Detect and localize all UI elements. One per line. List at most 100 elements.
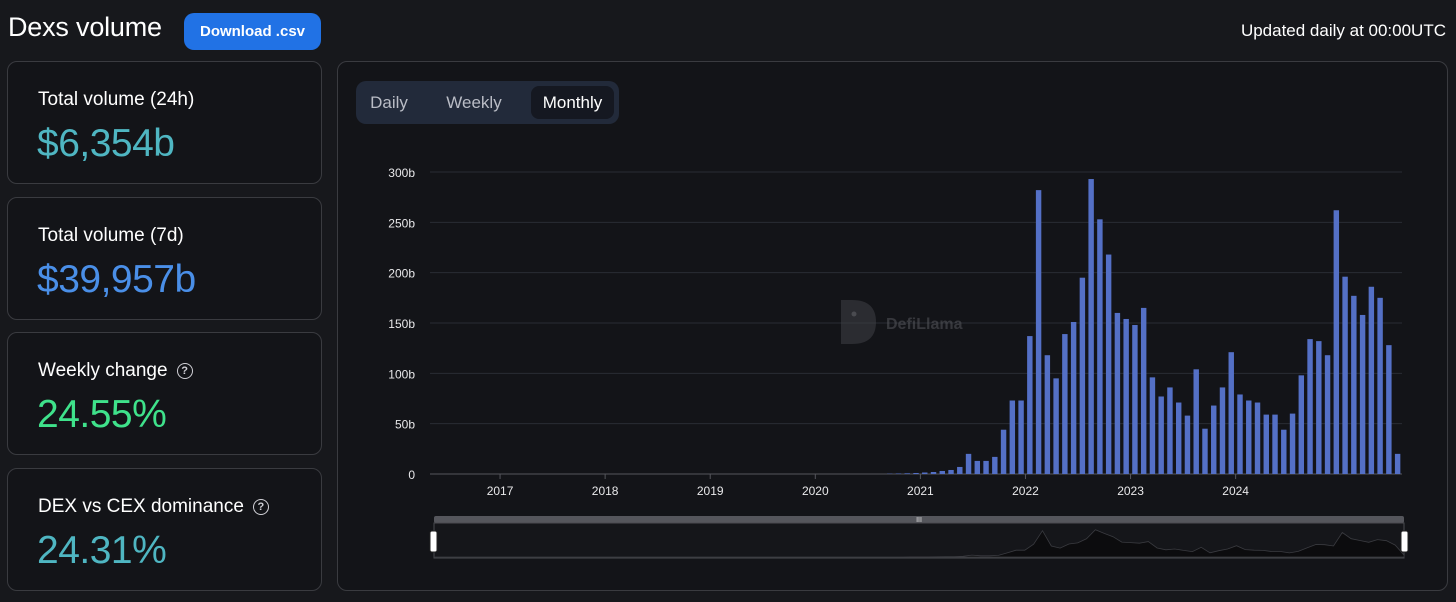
bar[interactable] xyxy=(1307,339,1313,474)
bar[interactable] xyxy=(1377,297,1383,474)
bar[interactable] xyxy=(939,470,945,474)
bar[interactable] xyxy=(965,453,972,474)
bar[interactable] xyxy=(922,472,928,474)
bar[interactable] xyxy=(1009,400,1016,474)
x-tick-label: 2021 xyxy=(907,484,934,498)
bar[interactable] xyxy=(1246,400,1252,474)
llama-logo-eye xyxy=(851,311,857,317)
bar[interactable] xyxy=(1316,341,1322,474)
bar[interactable] xyxy=(1088,179,1094,475)
bar[interactable] xyxy=(1027,336,1033,474)
y-tick-label: 0 xyxy=(408,468,415,482)
bar[interactable] xyxy=(1175,402,1182,474)
stat-value: $6,354b xyxy=(37,122,175,165)
bar[interactable] xyxy=(1281,429,1287,474)
stat-label: Total volume (7d) xyxy=(38,225,184,246)
zoom-handle-left[interactable] xyxy=(429,530,438,553)
bar[interactable] xyxy=(1394,453,1401,474)
bar[interactable] xyxy=(1263,414,1269,474)
zoom-slider[interactable]: III xyxy=(429,516,1409,559)
stat-value: 24.31% xyxy=(37,529,167,572)
bar[interactable] xyxy=(1062,334,1068,474)
y-tick-label: 150b xyxy=(388,317,415,331)
bar[interactable] xyxy=(974,460,981,474)
bar[interactable] xyxy=(1097,219,1103,474)
help-icon[interactable]: ? xyxy=(252,499,269,515)
zoom-slider-bar[interactable] xyxy=(434,516,1404,523)
x-tick-label: 2018 xyxy=(592,484,619,498)
bar[interactable] xyxy=(1324,355,1331,474)
bar[interactable] xyxy=(992,456,998,474)
x-tick-label: 2017 xyxy=(487,484,514,498)
tab-monthly[interactable]: Monthly xyxy=(531,86,614,119)
x-axis-labels: 2017 2018 2019 2020 2021 2022 2023 2024 xyxy=(487,474,1249,498)
bar[interactable] xyxy=(1342,276,1348,474)
bar[interactable] xyxy=(1123,318,1129,474)
tab-weekly[interactable]: Weekly xyxy=(446,93,502,112)
y-tick-label: 300b xyxy=(388,166,415,180)
stat-card-volume-24h: Total volume (24h) $6,354b xyxy=(7,61,322,184)
zoom-grip-icon[interactable]: III xyxy=(916,517,922,524)
bar[interactable] xyxy=(1140,307,1147,474)
bar[interactable] xyxy=(1386,345,1392,474)
bar[interactable] xyxy=(1184,415,1191,474)
y-axis-labels: 0 50b 100b 150b 200b 250b 300b xyxy=(388,166,415,482)
tab-daily[interactable]: Daily xyxy=(370,93,408,112)
bar[interactable] xyxy=(1158,396,1164,474)
bar[interactable] xyxy=(1254,402,1261,474)
bar[interactable] xyxy=(1018,400,1024,474)
bar[interactable] xyxy=(1333,210,1340,474)
x-tick-label: 2023 xyxy=(1117,484,1144,498)
bar[interactable] xyxy=(1079,277,1086,474)
stat-label: Total volume (24h) xyxy=(38,89,195,110)
bar[interactable] xyxy=(1167,387,1173,474)
bar[interactable] xyxy=(930,471,937,474)
bar[interactable] xyxy=(1368,286,1375,474)
stat-value: 24.55% xyxy=(37,393,167,436)
bar[interactable] xyxy=(1193,369,1199,474)
bar[interactable] xyxy=(1105,254,1112,474)
bar[interactable] xyxy=(1044,355,1051,474)
y-tick-label: 250b xyxy=(388,216,415,230)
bar[interactable] xyxy=(1351,295,1357,474)
bar[interactable] xyxy=(1132,325,1138,474)
llama-logo-icon xyxy=(841,300,876,344)
stat-card-weekly-change: Weekly change? 24.55% xyxy=(7,332,322,455)
bar[interactable] xyxy=(1289,413,1296,474)
bar[interactable] xyxy=(1359,314,1366,474)
bar[interactable] xyxy=(904,473,910,474)
bar[interactable] xyxy=(1114,312,1121,474)
bar[interactable] xyxy=(1237,394,1243,474)
stat-card-volume-7d: Total volume (7d) $39,957b xyxy=(7,197,322,320)
watermark-text: DefiLlama xyxy=(886,316,963,333)
x-tick-label: 2022 xyxy=(1012,484,1039,498)
bar[interactable] xyxy=(1211,405,1217,474)
bar[interactable] xyxy=(1219,387,1226,474)
download-csv-button[interactable]: Download .csv xyxy=(184,13,321,50)
stat-label: DEX vs CEX dominance? xyxy=(38,496,269,518)
bar[interactable] xyxy=(1272,414,1278,474)
bar[interactable] xyxy=(957,466,963,474)
bar[interactable] xyxy=(1228,352,1234,474)
bar[interactable] xyxy=(1070,321,1077,474)
help-icon[interactable]: ? xyxy=(176,363,193,379)
update-schedule-note: Updated daily at 00:00UTC xyxy=(1240,21,1446,40)
bar[interactable] xyxy=(1149,377,1156,474)
x-tick-label: 2019 xyxy=(697,484,724,498)
chart-bars xyxy=(887,179,1401,475)
zoom-handle-right[interactable] xyxy=(1400,530,1409,553)
bar[interactable] xyxy=(1298,375,1305,474)
x-tick-label: 2024 xyxy=(1222,484,1249,498)
stat-value: $39,957b xyxy=(37,258,196,301)
bar[interactable] xyxy=(1000,429,1007,474)
bar[interactable] xyxy=(895,473,902,475)
defillama-watermark: DefiLlama xyxy=(841,300,963,344)
bar[interactable] xyxy=(1053,378,1059,474)
y-tick-label: 200b xyxy=(388,267,415,281)
bar[interactable] xyxy=(948,469,954,474)
bar[interactable] xyxy=(1202,428,1208,474)
bar[interactable] xyxy=(913,472,919,474)
bar[interactable] xyxy=(983,460,989,474)
bar[interactable] xyxy=(1035,190,1042,474)
